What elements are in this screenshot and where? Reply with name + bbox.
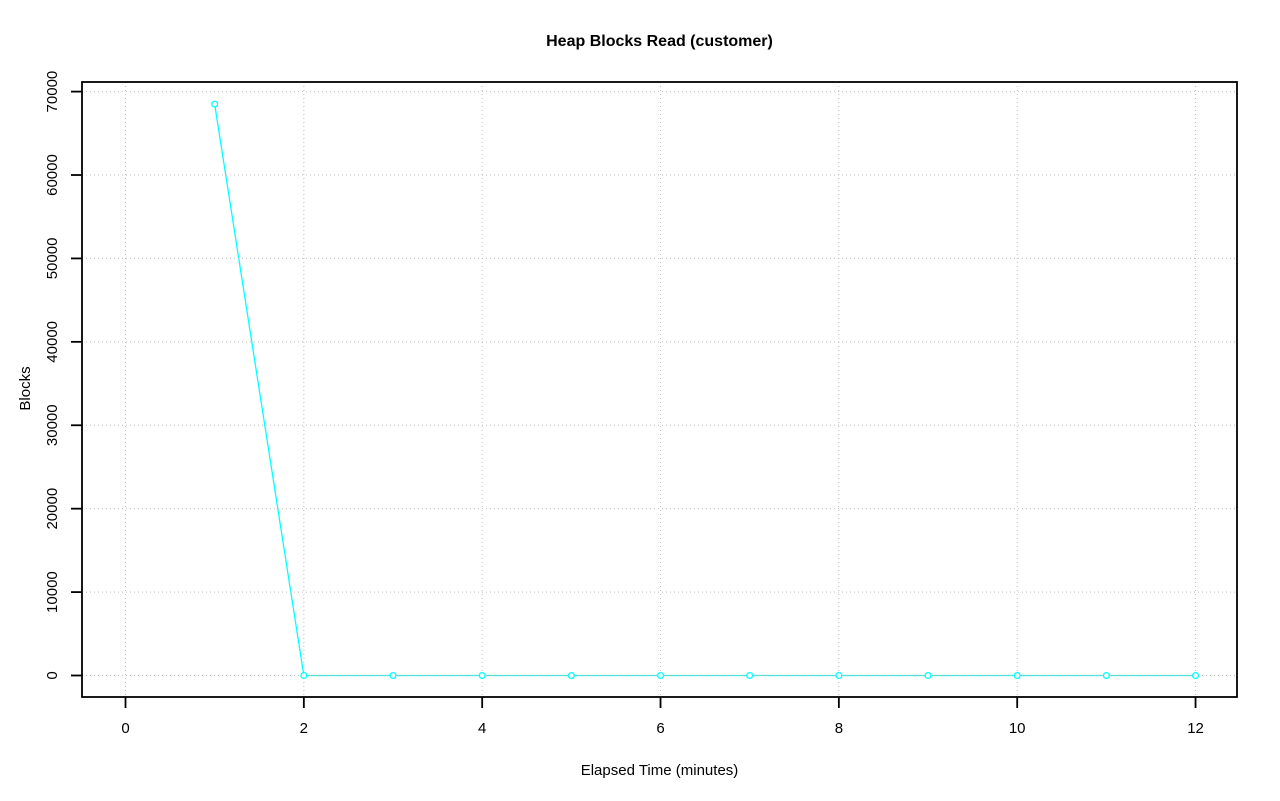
x-tick-label: 4 xyxy=(478,720,486,737)
data-point-marker xyxy=(478,671,486,680)
y-tick-label: 50000 xyxy=(44,238,61,280)
y-tick-label: 10000 xyxy=(44,571,61,613)
data-point-marker xyxy=(1102,671,1110,680)
axes: 0 2 4 6 8 10 12 0 10000 20000 30000 40000 50000 60000… xyxy=(44,71,1238,737)
y-tick-label: 30000 xyxy=(44,404,61,446)
x-tick-label: 2 xyxy=(300,720,308,737)
data-point-marker xyxy=(924,671,932,680)
data-point-marker xyxy=(656,671,665,680)
chart-title: Heap Blocks Read (customer) xyxy=(546,33,773,50)
series-line xyxy=(214,104,1196,677)
plot-box xyxy=(81,81,1238,698)
y-tick-label: 60000 xyxy=(44,154,61,196)
y-axis-label: Blocks xyxy=(17,366,34,410)
data-point-marker xyxy=(746,671,754,680)
y-tick-label: 40000 xyxy=(44,321,61,363)
y-tick-label: 20000 xyxy=(44,488,61,530)
x-tick-label: 10 xyxy=(1009,720,1026,737)
data-point-marker xyxy=(835,671,843,680)
x-tick-label: 6 xyxy=(656,720,664,737)
data-point-marker xyxy=(389,671,397,680)
data-point-marker xyxy=(1013,671,1021,680)
x-tick-label: 0 xyxy=(121,720,129,737)
data-points xyxy=(211,100,1200,680)
gridlines xyxy=(82,82,1237,697)
y-tick-label: 0 xyxy=(44,671,61,679)
x-tick-label: 8 xyxy=(835,720,843,737)
data-point-marker xyxy=(567,671,575,680)
data-point-marker xyxy=(300,671,308,680)
data-point-marker xyxy=(1191,671,1200,680)
x-axis-label: Elapsed Time (minutes) xyxy=(581,762,739,779)
x-tick-label: 12 xyxy=(1187,720,1204,737)
data-line xyxy=(214,104,1196,677)
y-tick-label: 70000 xyxy=(44,71,61,113)
data-point-marker xyxy=(211,100,219,108)
